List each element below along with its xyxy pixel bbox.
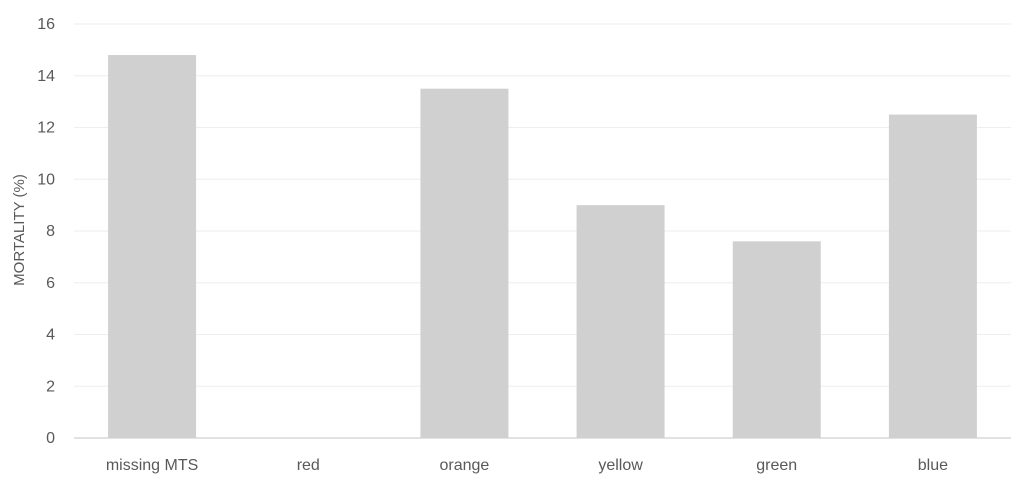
x-tick-label: yellow [598,457,643,474]
y-tick-label: 6 [46,275,55,292]
y-tick-label: 16 [37,16,55,33]
y-tick-label: 4 [46,327,55,344]
y-tick-label: 14 [37,68,55,85]
y-tick-label: 0 [46,430,55,447]
x-tick-label: blue [918,457,948,474]
axes: 0 2 4 6 8 10 12 14 16 missing MTS red orange yellow g… [37,16,1011,474]
bar-blue [888,114,977,438]
bar-green [732,241,821,438]
gridlines [74,23,1011,387]
y-axis-title: MORTALITY (%) [11,174,28,286]
y-tick-label: 12 [37,120,55,137]
x-tick-label: green [756,457,797,474]
x-tick-label: red [297,457,320,474]
y-tick-label: 10 [37,171,55,188]
bar-orange [420,88,509,438]
bars [108,55,977,439]
x-tick-label: missing MTS [106,457,198,474]
y-tick-label: 2 [46,378,55,395]
bar-yellow [576,205,665,438]
x-tick-label: orange [440,457,490,474]
y-tick-label: 8 [46,223,55,240]
bar-missing-mts [108,55,197,439]
